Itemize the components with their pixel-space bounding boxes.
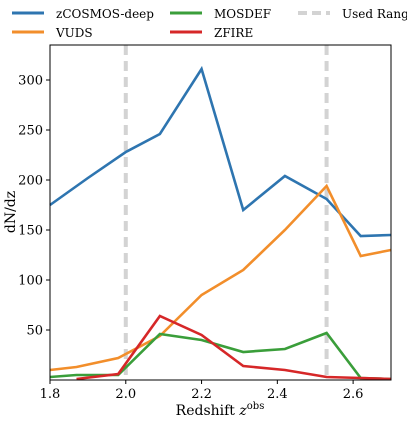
legend-entry-used-range: Used Range: [298, 7, 407, 21]
used-range-lines: [123, 45, 329, 380]
y-axis-ticks: 50 100 150 200 250 300: [18, 74, 50, 339]
series-line-zfire: [76, 314, 392, 381]
y-tick-label: 150: [18, 224, 43, 239]
x-tick-label: 2.4: [267, 387, 288, 402]
y-tick-label: 100: [18, 274, 43, 289]
series-line-zcosmos-deep: [49, 65, 392, 238]
legend-label-mosdef: MOSDEF: [214, 7, 271, 21]
legend-entry-vuds: VUDS: [12, 26, 93, 40]
x-axis-ticks: 1.8 2.0 2.2 2.4 2.6: [40, 380, 364, 402]
y-tick-label: 200: [18, 174, 43, 189]
x-tick-label: 2.6: [343, 387, 364, 402]
x-axis-label: Redshift zobs: [176, 401, 265, 419]
legend-label-vuds: VUDS: [55, 26, 93, 40]
legend-label-zfire: ZFIRE: [214, 26, 253, 40]
legend-entry-mosdef: MOSDEF: [170, 7, 271, 21]
y-tick-label: 250: [18, 124, 43, 139]
legend-entry-zcosmos: zCOSMOS-deep: [12, 7, 154, 21]
y-tick-label: 50: [26, 324, 43, 339]
y-axis-label: dN/dz: [3, 191, 19, 233]
x-tick-label: 2.2: [191, 387, 212, 402]
legend: zCOSMOS-deep MOSDEF Used Range VUDS ZFIR…: [12, 7, 407, 40]
y-tick-label: 300: [18, 74, 43, 89]
legend-entry-zfire: ZFIRE: [170, 26, 253, 40]
legend-label-zcosmos: zCOSMOS-deep: [56, 7, 154, 21]
plot-frame: [49, 44, 392, 381]
legend-label-used-range: Used Range: [342, 7, 407, 21]
series-lines: [49, 65, 392, 381]
series-line-mosdef: [49, 331, 392, 381]
series-line-vuds: [49, 183, 392, 372]
x-tick-label: 1.8: [40, 387, 61, 402]
x-tick-label: 2.0: [115, 387, 136, 402]
